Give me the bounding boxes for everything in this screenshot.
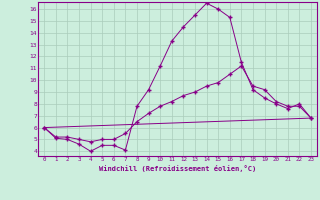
X-axis label: Windchill (Refroidissement éolien,°C): Windchill (Refroidissement éolien,°C) — [99, 165, 256, 172]
